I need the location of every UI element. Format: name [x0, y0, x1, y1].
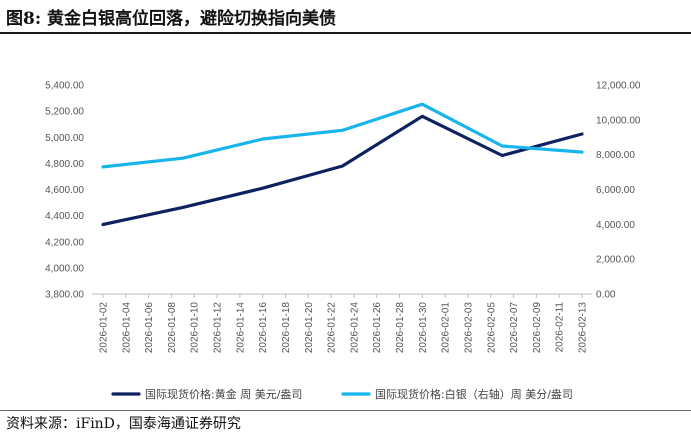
x-tick-label: 2026-01-08	[167, 302, 178, 354]
x-tick-label: 2026-01-12	[213, 302, 224, 354]
chart-legend: 国际现货价格:黄金 周 美元/盎司 国际现货价格:白银（右轴）周 美分/盎司	[111, 387, 573, 401]
x-tick-label: 2026-01-24	[349, 302, 360, 354]
left-y-tick-label: 5,400.00	[45, 81, 84, 92]
source-divider	[0, 410, 691, 411]
x-tick-label: 2026-02-09	[532, 302, 543, 354]
left-y-tick-label: 4,400.00	[45, 211, 84, 222]
x-tick-label: 2026-01-20	[304, 302, 315, 354]
legend-label: 国际现货价格:白银（右轴）周 美分/盎司	[375, 387, 573, 401]
line-chart: 3,800.00 4,000.00 4,200.00 4,400.00 4,600.00…	[45, 81, 641, 402]
figure-title: 图8: 黄金白银高位回落，避险切换指向美债	[6, 9, 337, 29]
left-y-tick-label: 5,200.00	[45, 107, 84, 118]
x-tick-label: 2026-02-07	[509, 302, 520, 354]
right-y-axis: 0.00 2,000.00 4,000.00 6,000.00 8,000.00 10,0…	[596, 81, 641, 301]
title-divider	[0, 32, 691, 34]
left-y-tick-label: 4,600.00	[45, 185, 84, 196]
left-y-tick-label: 4,800.00	[45, 159, 84, 170]
gold-price-line	[101, 114, 584, 227]
x-tick-label: 2026-02-05	[486, 302, 497, 354]
x-tick-label: 2026-01-28	[395, 302, 406, 354]
x-tick-label: 2026-02-03	[463, 302, 474, 354]
x-tick-label: 2026-02-11	[555, 302, 566, 353]
right-y-tick-label: 0.00	[596, 290, 616, 301]
x-tick-label: 2026-01-04	[121, 302, 132, 354]
left-y-tick-label: 5,000.00	[45, 133, 84, 144]
legend-label: 国际现货价格:黄金 周 美元/盎司	[145, 387, 302, 401]
right-y-tick-label: 8,000.00	[596, 150, 635, 161]
right-y-tick-label: 6,000.00	[596, 185, 635, 196]
x-tick-label: 2026-01-30	[418, 302, 429, 354]
x-tick-label: 2026-02-01	[441, 302, 452, 354]
x-axis: 2026-01-02 2026-01-04 2026-01-06 2026-01-08…	[99, 294, 589, 353]
left-y-tick-label: 3,800.00	[45, 290, 84, 301]
silver-price-line	[101, 102, 584, 169]
source-note: 资料来源：iFinD，国泰海通证券研究	[6, 416, 241, 432]
right-y-tick-label: 10,000.00	[596, 115, 641, 126]
x-tick-label: 2026-01-10	[190, 302, 201, 354]
x-tick-label: 2026-01-16	[258, 302, 269, 354]
x-tick-label: 2026-01-02	[99, 302, 110, 354]
right-y-tick-label: 4,000.00	[596, 220, 635, 231]
left-y-tick-label: 4,200.00	[45, 237, 84, 248]
series-lines	[101, 102, 584, 227]
x-tick-label: 2026-01-26	[372, 302, 383, 354]
x-tick-label: 2026-01-14	[235, 302, 246, 354]
right-y-tick-label: 2,000.00	[596, 255, 635, 266]
x-tick-label: 2026-01-06	[144, 302, 155, 354]
left-y-axis: 3,800.00 4,000.00 4,200.00 4,400.00 4,600.00…	[45, 81, 84, 301]
left-y-tick-label: 4,000.00	[45, 263, 84, 274]
right-y-tick-label: 12,000.00	[596, 81, 641, 92]
x-tick-label: 2026-01-22	[327, 302, 338, 354]
x-tick-label: 2026-01-18	[281, 302, 292, 354]
x-tick-label: 2026-02-13	[578, 302, 589, 354]
